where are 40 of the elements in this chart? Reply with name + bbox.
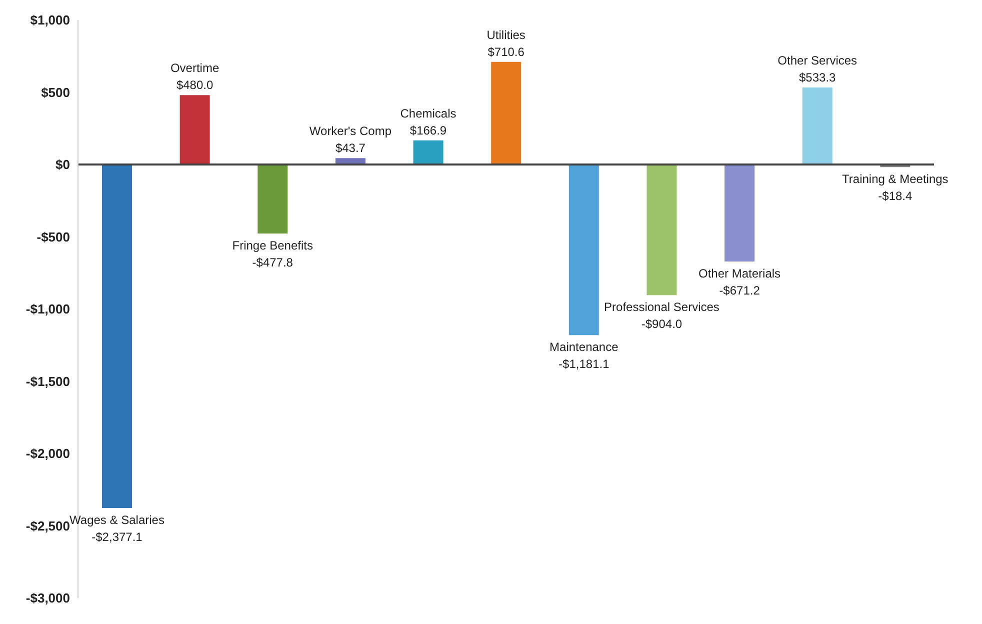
- y-tick-label: $0: [56, 157, 70, 172]
- bar: [491, 62, 522, 164]
- x-tick-label: Training & Meetings: [842, 172, 948, 186]
- bar: [724, 164, 755, 262]
- bar: [646, 164, 677, 296]
- data-label: $166.9: [410, 123, 447, 138]
- bar: [258, 164, 288, 234]
- x-tick-label: Worker's Comp: [309, 124, 392, 138]
- x-tick-label: Maintenance: [550, 340, 619, 354]
- data-label: -$18.4: [878, 189, 913, 204]
- y-tick-label: -$1,500: [26, 374, 70, 389]
- data-label: $480.0: [176, 78, 214, 92]
- y-tick-label: -$1,000: [26, 302, 70, 317]
- bar: [180, 95, 210, 164]
- bar: [568, 164, 599, 336]
- bar: [102, 164, 132, 508]
- data-label: -$904.0: [641, 317, 682, 332]
- y-tick-label: $500: [41, 84, 70, 100]
- bar: [802, 87, 832, 164]
- bar: [413, 140, 444, 164]
- data-label: -$671.2: [719, 283, 760, 298]
- data-label: -$1,181.1: [558, 357, 610, 372]
- x-tick-label: Utilities: [486, 28, 526, 42]
- y-tick-label: $1,000: [30, 12, 70, 28]
- data-label: $533.3: [799, 70, 836, 84]
- x-tick-label: Professional Services: [604, 300, 720, 314]
- x-tick-label: Chemicals: [400, 106, 456, 120]
- x-tick-label: Overtime: [170, 61, 220, 76]
- x-tick-label: Wages & Salaries: [70, 512, 164, 527]
- x-tick-label: Fringe Benefits: [232, 238, 313, 253]
- y-tick-label: -$2,500: [26, 518, 70, 534]
- y-tick-label: -$3,000: [26, 590, 70, 606]
- data-label: $43.7: [335, 141, 366, 156]
- data-label: -$477.8: [252, 256, 294, 270]
- y-tick-label: -$2,000: [26, 446, 70, 462]
- x-tick-label: Other Materials: [698, 266, 781, 280]
- data-label: -$2,377.1: [92, 530, 143, 544]
- x-tick-label: Other Services: [778, 53, 858, 68]
- y-tick-label: -$500: [36, 229, 70, 244]
- data-label: $710.6: [488, 44, 525, 59]
